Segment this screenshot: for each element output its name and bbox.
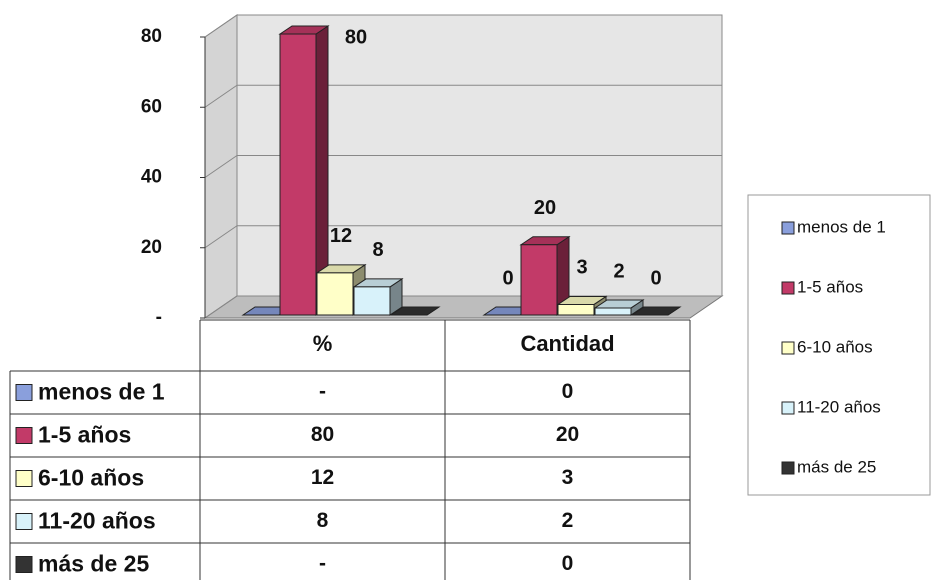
- table-cell: 8: [317, 509, 329, 532]
- row-header: más de 25: [38, 551, 149, 577]
- legend-swatch: [781, 461, 795, 475]
- bar: [630, 306, 682, 316]
- legend-swatch: [15, 427, 33, 444]
- legend-swatch: [781, 401, 795, 415]
- data-label: 12: [330, 225, 352, 247]
- y-tick-label: 60: [141, 96, 162, 117]
- legend-swatch: [15, 470, 33, 487]
- grid-line: [204, 14, 238, 38]
- legend-label: más de 25: [797, 457, 876, 476]
- data-label: 20: [534, 197, 556, 219]
- x-tick-label: %: [313, 331, 333, 356]
- data-label: 0: [502, 267, 513, 289]
- table-cell: 0: [562, 552, 574, 575]
- legend-swatch: [15, 556, 33, 573]
- y-tick-label: 40: [141, 167, 162, 188]
- data-label: 80: [345, 26, 367, 48]
- data-label: 8: [372, 239, 383, 261]
- grid-line: [204, 295, 238, 319]
- row-header: 6-10 años: [38, 465, 144, 491]
- grid-line: [204, 225, 238, 249]
- table-cell: 0: [562, 380, 574, 403]
- grid-line: [204, 155, 238, 178]
- row-header: menos de 1: [38, 379, 165, 405]
- row-header: 1-5 años: [38, 422, 131, 448]
- bar-face: [594, 307, 632, 316]
- bar-face: [279, 33, 317, 316]
- row-header: 11-20 años: [38, 508, 156, 534]
- table-cell: 2: [562, 509, 574, 532]
- legend-label: 6-10 años: [797, 337, 873, 356]
- legend-label: 11-20 años: [797, 397, 881, 416]
- table-cell: 80: [311, 423, 334, 446]
- bar-face: [520, 244, 558, 316]
- bar: [556, 295, 608, 316]
- table-cell: -: [319, 552, 326, 575]
- x-tick-label: Cantidad: [520, 331, 614, 356]
- bar: [593, 299, 645, 316]
- table-cell: -: [319, 380, 326, 403]
- legend-box: [747, 194, 931, 496]
- legend-swatch: [781, 221, 795, 235]
- legend-label: 1-5 años: [797, 277, 863, 296]
- legend-label: menos de 1: [797, 217, 886, 236]
- bar-face: [316, 272, 354, 316]
- y-tick-label: 20: [141, 237, 162, 258]
- grid-line: [204, 84, 238, 108]
- bar-face: [353, 286, 391, 316]
- bar-face: [557, 303, 595, 316]
- bar: [389, 306, 441, 316]
- table-cell: 12: [311, 466, 334, 489]
- legend-swatch: [781, 281, 795, 295]
- data-label: 0: [650, 267, 661, 289]
- table-cell: 3: [562, 466, 574, 489]
- legend-swatch: [781, 341, 795, 355]
- data-label: 2: [613, 260, 624, 282]
- legend-swatch: [15, 384, 33, 401]
- bar: [352, 277, 404, 316]
- data-label: 3: [576, 257, 587, 279]
- legend-swatch: [15, 513, 33, 530]
- y-tick-label: 80: [141, 26, 162, 47]
- table-cell: 20: [556, 423, 579, 446]
- y-tick-label: -: [156, 307, 162, 328]
